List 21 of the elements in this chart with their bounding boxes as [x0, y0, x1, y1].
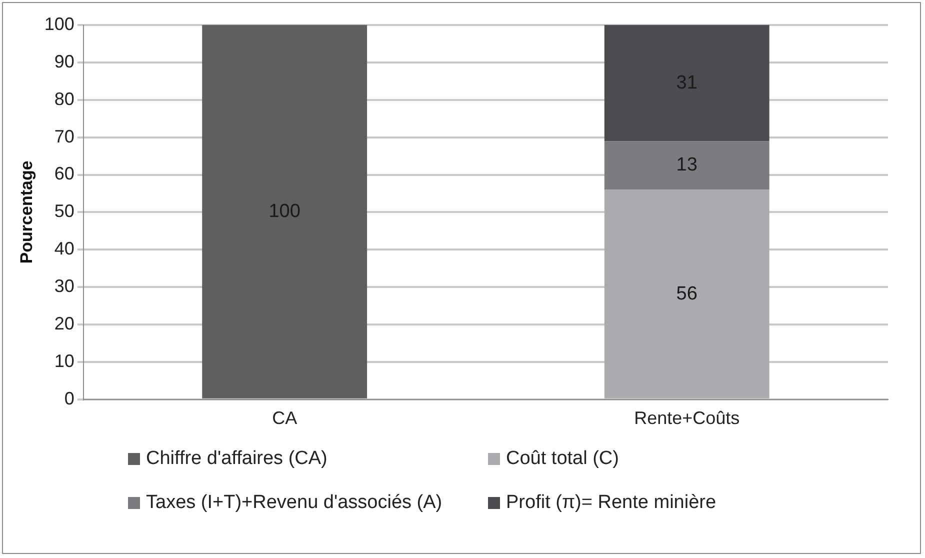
y-tick-label: 60	[54, 164, 74, 184]
legend-label: Coût total (C)	[506, 448, 619, 470]
y-tick-label: 90	[54, 51, 74, 72]
legend-label: Profit (π)= Rente minière	[506, 492, 716, 514]
y-tick-label: 40	[54, 238, 74, 259]
y-tick-label: 100	[44, 14, 74, 34]
legend-label: Taxes (I+T)+Revenu d'associés (A)	[146, 492, 442, 514]
y-tick-label: 0	[64, 388, 74, 408]
y-tick-label: 10	[54, 350, 74, 371]
y-tick-label: 80	[54, 88, 74, 109]
data-label: 56	[676, 283, 698, 304]
data-label: 100	[268, 200, 300, 222]
y-tick-label: 20	[54, 313, 74, 334]
y-tick-label: 50	[54, 201, 74, 222]
x-tick-label: CA	[272, 408, 298, 428]
y-tick-label: 30	[54, 276, 74, 296]
x-tick-label: Rente+Coûts	[634, 408, 740, 428]
legend-label: Chiffre d'affaires (CA)	[146, 448, 328, 470]
y-axis-title: Pourcentage	[16, 160, 36, 264]
y-tick-label: 70	[54, 126, 74, 146]
data-label: 13	[676, 154, 698, 176]
